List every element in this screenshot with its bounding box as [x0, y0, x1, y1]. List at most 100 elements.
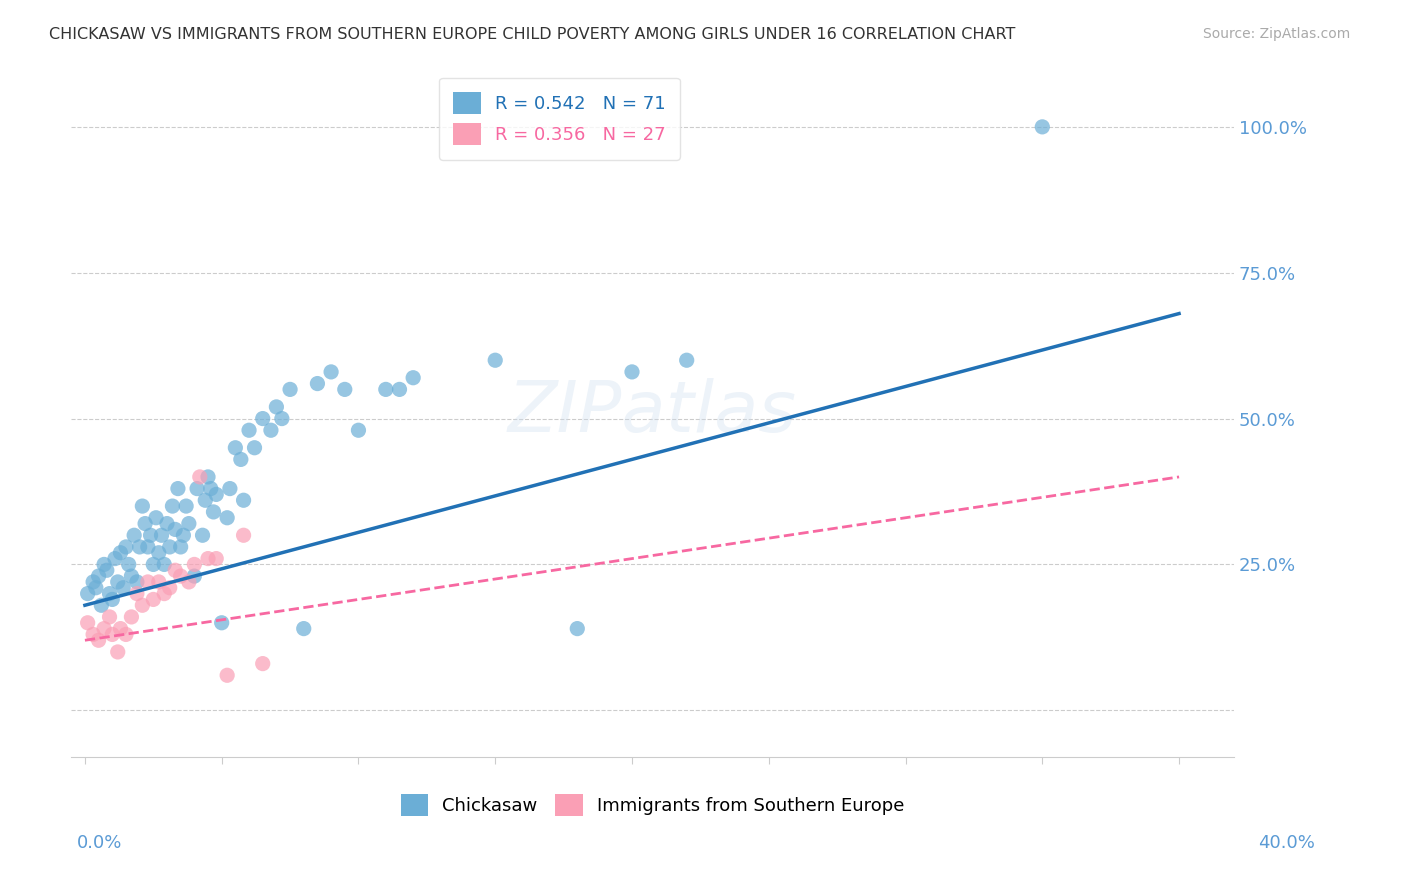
Text: ZIPatlas: ZIPatlas	[508, 378, 797, 447]
Point	[120, 569, 142, 583]
Point	[177, 574, 200, 589]
Point	[112, 581, 135, 595]
Point	[243, 441, 266, 455]
Point	[188, 470, 211, 484]
Point	[307, 376, 329, 391]
Point	[219, 482, 242, 496]
Point	[90, 599, 112, 613]
Point	[347, 423, 370, 437]
Point	[107, 574, 129, 589]
Text: 0.0%: 0.0%	[77, 834, 122, 852]
Point	[292, 622, 315, 636]
Point	[402, 370, 425, 384]
Point	[120, 610, 142, 624]
Point	[172, 528, 194, 542]
Point	[98, 610, 121, 624]
Point	[125, 574, 148, 589]
Point	[200, 482, 222, 496]
Point	[278, 383, 301, 397]
Point	[76, 586, 98, 600]
Point	[197, 470, 219, 484]
Point	[169, 540, 191, 554]
Point	[87, 569, 110, 583]
Text: CHICKASAW VS IMMIGRANTS FROM SOUTHERN EUROPE CHILD POVERTY AMONG GIRLS UNDER 16 : CHICKASAW VS IMMIGRANTS FROM SOUTHERN EU…	[49, 27, 1015, 42]
Point	[374, 383, 396, 397]
Point	[107, 645, 129, 659]
Point	[125, 586, 148, 600]
Point	[159, 581, 181, 595]
Point	[266, 400, 288, 414]
Point	[87, 633, 110, 648]
Point	[174, 499, 197, 513]
Point	[333, 383, 356, 397]
Point	[252, 657, 274, 671]
Point	[165, 563, 187, 577]
Point	[167, 482, 190, 496]
Point	[567, 622, 589, 636]
Point	[229, 452, 252, 467]
Point	[82, 574, 104, 589]
Point	[183, 569, 205, 583]
Point	[177, 516, 200, 531]
Point	[165, 523, 187, 537]
Point	[110, 622, 132, 636]
Text: 40.0%: 40.0%	[1258, 834, 1315, 852]
Point	[620, 365, 643, 379]
Point	[128, 540, 150, 554]
Point	[191, 528, 214, 542]
Point	[224, 441, 246, 455]
Point	[82, 627, 104, 641]
Point	[484, 353, 506, 368]
Point	[148, 546, 170, 560]
Text: Source: ZipAtlas.com: Source: ZipAtlas.com	[1202, 27, 1350, 41]
Point	[217, 510, 239, 524]
Point	[197, 551, 219, 566]
Point	[205, 551, 228, 566]
Point	[131, 599, 153, 613]
Point	[270, 411, 292, 425]
Point	[142, 558, 165, 572]
Point	[93, 622, 115, 636]
Point	[84, 581, 107, 595]
Point	[145, 510, 167, 524]
Point	[217, 668, 239, 682]
Point	[93, 558, 115, 572]
Point	[675, 353, 697, 368]
Point	[205, 487, 228, 501]
Point	[194, 493, 217, 508]
Point	[388, 383, 411, 397]
Point	[148, 574, 170, 589]
Point	[153, 558, 176, 572]
Point	[260, 423, 283, 437]
Point	[238, 423, 260, 437]
Point	[139, 528, 162, 542]
Point	[110, 546, 132, 560]
Point	[156, 516, 179, 531]
Point	[131, 499, 153, 513]
Point	[136, 540, 159, 554]
Point	[118, 558, 141, 572]
Point	[159, 540, 181, 554]
Point	[136, 574, 159, 589]
Point	[169, 569, 191, 583]
Point	[122, 528, 145, 542]
Point	[202, 505, 225, 519]
Point	[232, 528, 254, 542]
Point	[115, 540, 138, 554]
Point	[101, 592, 124, 607]
Legend: Chickasaw, Immigrants from Southern Europe: Chickasaw, Immigrants from Southern Euro…	[394, 787, 911, 823]
Point	[319, 365, 342, 379]
Point	[96, 563, 118, 577]
Point	[252, 411, 274, 425]
Point	[142, 592, 165, 607]
Point	[98, 586, 121, 600]
Point	[211, 615, 233, 630]
Point	[101, 627, 124, 641]
Point	[134, 516, 156, 531]
Point	[232, 493, 254, 508]
Point	[186, 482, 208, 496]
Point	[183, 558, 205, 572]
Point	[76, 615, 98, 630]
Point	[153, 586, 176, 600]
Point	[104, 551, 127, 566]
